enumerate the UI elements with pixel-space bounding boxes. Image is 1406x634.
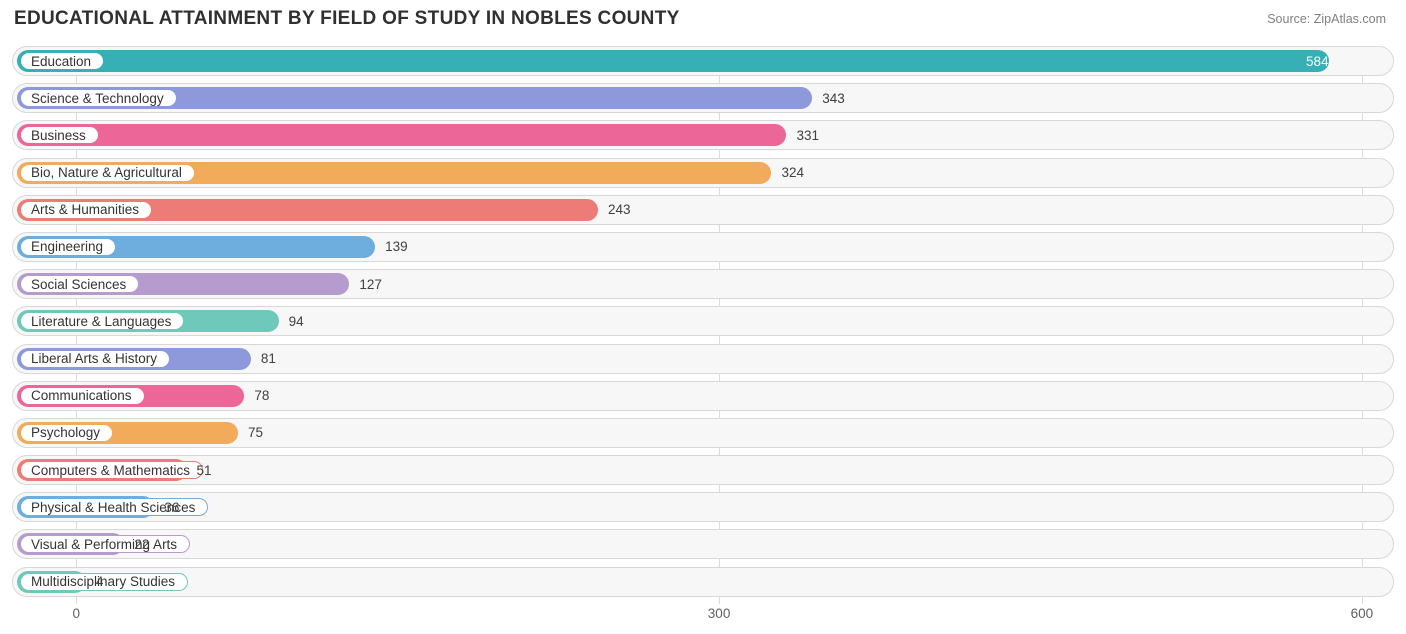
bar-label: Computers & Mathematics: [20, 461, 203, 479]
bar-value: 243: [608, 196, 631, 224]
bar-rows: Education584 Science & Technology 343 Busin…: [12, 46, 1394, 597]
bar-value: 51: [197, 456, 212, 484]
bar-value: 139: [385, 233, 408, 261]
bar-value: 81: [261, 345, 276, 373]
bar-value: 22: [134, 530, 149, 558]
bar-row: Psychology 75: [12, 418, 1394, 448]
bar-label: Physical & Health Sciences: [20, 498, 208, 516]
bar-row: Liberal Arts & History 81: [12, 344, 1394, 374]
bar-row: Arts & Humanities 243: [12, 195, 1394, 225]
x-axis-tick: 600: [1351, 606, 1374, 621]
bar-label: Literature & Languages: [20, 312, 184, 330]
bar-label: Multidisciplinary Studies: [20, 573, 188, 591]
bar-row: Science & Technology 343: [12, 83, 1394, 113]
bar-label: Visual & Performing Arts: [20, 535, 190, 553]
x-axis: 0 300 600: [12, 604, 1394, 634]
bar-label: Engineering: [20, 238, 116, 256]
bar-row: Engineering 139: [12, 232, 1394, 262]
bar-row: Communications 78: [12, 381, 1394, 411]
x-axis-tick: 300: [708, 606, 731, 621]
bar-row: Multidisciplinary Studies4: [12, 567, 1394, 597]
bar-label: Psychology: [20, 424, 113, 442]
bar-value: 78: [254, 382, 269, 410]
bar-row: Physical & Health Sciences36: [12, 492, 1394, 522]
bar-label: Communications: [20, 387, 145, 405]
bar-value: 343: [822, 84, 845, 112]
bar-value: 4: [96, 568, 104, 596]
bar-row: Computers & Mathematics51: [12, 455, 1394, 485]
chart-title: EDUCATIONAL ATTAINMENT BY FIELD OF STUDY…: [14, 8, 680, 30]
bar-value: 127: [359, 270, 382, 298]
bar-label: Social Sciences: [20, 275, 139, 293]
bar-row: Education584: [12, 46, 1394, 76]
bar-label: Bio, Nature & Agricultural: [20, 164, 195, 182]
bar-label: Business: [20, 126, 99, 144]
chart-area: Education584 Science & Technology 343 Busin…: [0, 34, 1406, 634]
bar-row: Bio, Nature & Agricultural 324: [12, 158, 1394, 188]
chart-header: EDUCATIONAL ATTAINMENT BY FIELD OF STUDY…: [0, 0, 1406, 34]
bar-label: Science & Technology: [20, 89, 177, 107]
bar-row: Social Sciences 127: [12, 269, 1394, 299]
bar-value: 584: [17, 47, 1329, 75]
bar-value: 94: [289, 307, 304, 335]
bar-value: 324: [781, 159, 804, 187]
bar-label: Liberal Arts & History: [20, 350, 170, 368]
bar-row: Literature & Languages 94: [12, 306, 1394, 336]
bar-row: Business 331: [12, 120, 1394, 150]
bar-fill: [17, 124, 786, 146]
bar-row: Visual & Performing Arts22: [12, 529, 1394, 559]
bar-value: 331: [796, 121, 819, 149]
x-axis-tick: 0: [73, 606, 81, 621]
chart-source: Source: ZipAtlas.com: [1267, 12, 1386, 26]
bar-label: Arts & Humanities: [20, 201, 152, 219]
bar-value: 75: [248, 419, 263, 447]
bar-value: 36: [164, 493, 179, 521]
